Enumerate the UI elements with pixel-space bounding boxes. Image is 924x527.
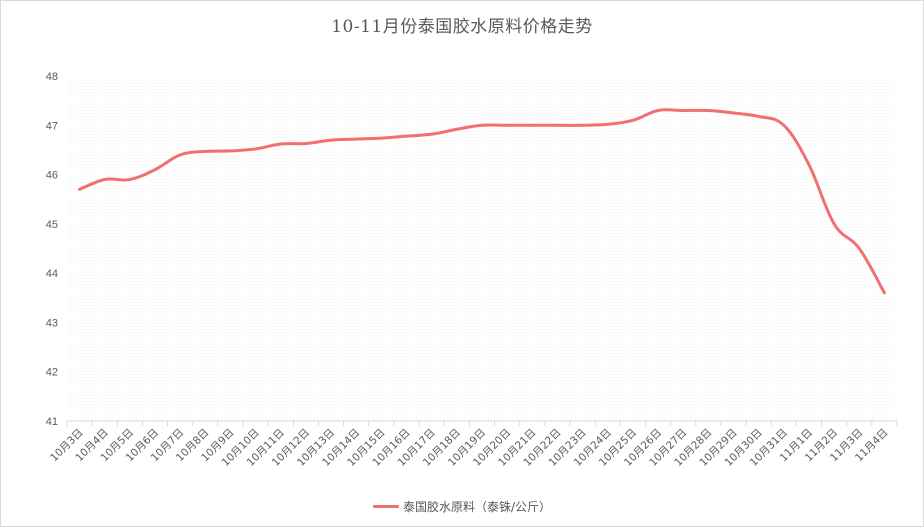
- y-tick-label: 48: [46, 71, 58, 83]
- legend: 泰国胶水原料（泰铢/公斤）: [1, 498, 923, 515]
- y-axis-labels: 41 42 43 44 45 46 47 48: [46, 71, 58, 428]
- legend-label: 泰国胶水原料（泰铢/公斤）: [402, 500, 552, 514]
- y-tick-label: 43: [46, 317, 58, 329]
- y-tick-label: 47: [46, 120, 58, 132]
- legend-swatch: [372, 505, 399, 508]
- y-tick-label: 45: [46, 219, 58, 231]
- chart-title: 10-11月份泰国胶水原料价格走势: [331, 17, 593, 37]
- x-axis-tick-marks: [66, 421, 898, 426]
- y-tick-label: 42: [46, 367, 58, 379]
- x-axis-labels: 10月3日10月4日10月5日10月6日10月7日10月8日10月9日10月10…: [48, 427, 890, 469]
- y-tick-label: 44: [46, 268, 58, 280]
- y-tick-label: 46: [46, 170, 58, 182]
- plot-area-background: [67, 76, 897, 421]
- y-tick-label: 41: [46, 416, 58, 428]
- series-line-thai-latex: [78, 108, 886, 295]
